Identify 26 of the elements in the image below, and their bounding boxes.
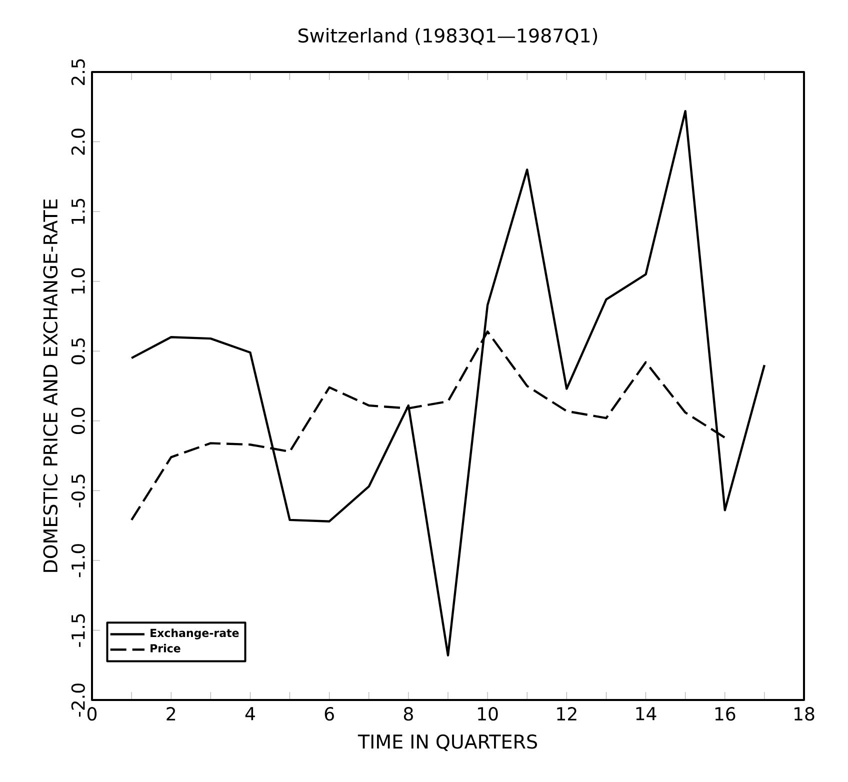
y-tick-label: 2.5 [71,59,85,85]
chart-title: Switzerland (1983Q1—1987Q1) [298,28,598,45]
y-axis-title: DOMESTIC PRICE AND EXCHANGE-RATE [43,199,58,572]
line-series [130,110,766,656]
x-tick-label: 16 [715,707,736,721]
y-tick-label: 1.5 [72,198,85,224]
x-tick-label: 12 [557,707,576,720]
x-tick-label: 0 [87,707,97,721]
legend-label: Exchange-rate [150,628,239,640]
y-tick-label: 0.0 [71,408,85,434]
x-tick-label: 2 [166,707,176,720]
x-tick-label: 6 [324,707,334,721]
x-tick-label: 14 [636,707,656,720]
y-tick-label: 0.5 [71,338,85,364]
y-tick-label: -2.0 [71,684,85,717]
y-tick-label: -1.5 [72,614,85,647]
x-tick-label: 4 [245,707,255,720]
x-tick-label: 18 [794,707,814,721]
x-axis-title: TIME IN QUARTERS [358,734,537,751]
x-tick-label: 8 [404,707,413,721]
y-tick-label: -1.0 [71,544,85,578]
y-tick-label: -0.5 [71,474,85,508]
x-tick-label: 10 [478,707,498,721]
legend-label: Price [150,644,180,652]
y-tick-label: 1.0 [71,268,85,294]
y-tick-label: 2.0 [71,128,85,155]
